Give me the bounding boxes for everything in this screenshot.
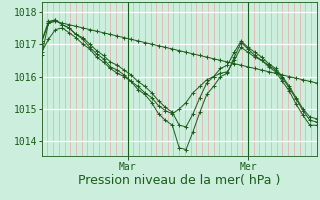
X-axis label: Pression niveau de la mer( hPa ): Pression niveau de la mer( hPa ) bbox=[78, 174, 280, 187]
